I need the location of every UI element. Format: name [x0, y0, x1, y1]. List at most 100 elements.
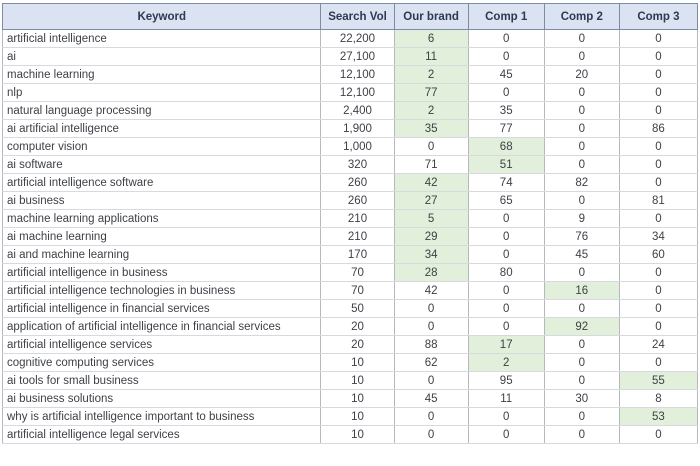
keyword-cell[interactable]: why is artificial intelligence important…: [1, 407, 322, 426]
rank-cell-comp1[interactable]: 0: [467, 29, 545, 48]
rank-cell-comp2[interactable]: 0: [543, 299, 620, 318]
rank-cell-comp1[interactable]: 77: [467, 119, 545, 138]
rank-cell-comp1[interactable]: 0: [467, 227, 545, 246]
rank-cell-comp3[interactable]: 8: [618, 389, 699, 408]
rank-cell-comp1[interactable]: 0: [467, 83, 545, 102]
rank-cell-our_brand[interactable]: 5: [393, 209, 469, 228]
rank-cell-comp3[interactable]: 0: [618, 173, 699, 192]
rank-cell-comp1[interactable]: 65: [467, 191, 545, 210]
keyword-cell[interactable]: ai tools for small business: [1, 371, 322, 390]
rank-cell-our_brand[interactable]: 6: [393, 29, 469, 48]
keyword-cell[interactable]: artificial intelligence in financial ser…: [1, 299, 322, 318]
rank-cell-comp3[interactable]: 86: [618, 119, 699, 138]
keyword-cell[interactable]: ai artificial intelligence: [1, 119, 322, 138]
rank-cell-our_brand[interactable]: 0: [393, 137, 469, 156]
rank-cell-comp2[interactable]: 20: [543, 65, 620, 84]
keyword-cell[interactable]: artificial intelligence: [1, 29, 322, 48]
rank-cell-search_vol[interactable]: 170: [320, 245, 395, 264]
rank-cell-comp1[interactable]: 95: [467, 371, 545, 390]
rank-cell-search_vol[interactable]: 260: [320, 191, 395, 210]
rank-cell-search_vol[interactable]: 320: [320, 155, 395, 174]
keyword-cell[interactable]: application of artificial intelligence i…: [1, 317, 322, 336]
rank-cell-search_vol[interactable]: 27,100: [320, 47, 395, 66]
column-header-comp3[interactable]: Comp 3: [618, 3, 699, 30]
keyword-cell[interactable]: natural language processing: [1, 101, 322, 120]
rank-cell-search_vol[interactable]: 210: [320, 209, 395, 228]
column-header-our_brand[interactable]: Our brand: [393, 3, 469, 30]
rank-cell-our_brand[interactable]: 11: [393, 47, 469, 66]
rank-cell-our_brand[interactable]: 0: [393, 425, 469, 444]
rank-cell-comp2[interactable]: 0: [543, 119, 620, 138]
rank-cell-comp2[interactable]: 45: [543, 245, 620, 264]
rank-cell-comp1[interactable]: 0: [467, 209, 545, 228]
rank-cell-search_vol[interactable]: 22,200: [320, 29, 395, 48]
rank-cell-comp2[interactable]: 9: [543, 209, 620, 228]
rank-cell-our_brand[interactable]: 42: [393, 281, 469, 300]
rank-cell-search_vol[interactable]: 260: [320, 173, 395, 192]
rank-cell-search_vol[interactable]: 12,100: [320, 65, 395, 84]
column-header-keyword[interactable]: Keyword: [1, 3, 322, 30]
column-header-search_vol[interactable]: Search Vol: [320, 3, 395, 30]
rank-cell-search_vol[interactable]: 2,400: [320, 101, 395, 120]
rank-cell-comp2[interactable]: 0: [543, 335, 620, 354]
keyword-cell[interactable]: ai and machine learning: [1, 245, 322, 264]
rank-cell-comp3[interactable]: 0: [618, 137, 699, 156]
rank-cell-comp1[interactable]: 0: [467, 281, 545, 300]
rank-cell-comp2[interactable]: 0: [543, 101, 620, 120]
rank-cell-search_vol[interactable]: 10: [320, 371, 395, 390]
rank-cell-search_vol[interactable]: 10: [320, 353, 395, 372]
keyword-cell[interactable]: ai business solutions: [1, 389, 322, 408]
rank-cell-comp3[interactable]: 0: [618, 83, 699, 102]
rank-cell-comp2[interactable]: 0: [543, 29, 620, 48]
rank-cell-comp3[interactable]: 34: [618, 227, 699, 246]
rank-cell-comp3[interactable]: 0: [618, 317, 699, 336]
rank-cell-comp2[interactable]: 82: [543, 173, 620, 192]
keyword-cell[interactable]: nlp: [1, 83, 322, 102]
rank-cell-comp2[interactable]: 16: [543, 281, 620, 300]
keyword-cell[interactable]: machine learning: [1, 65, 322, 84]
rank-cell-our_brand[interactable]: 0: [393, 299, 469, 318]
rank-cell-our_brand[interactable]: 29: [393, 227, 469, 246]
rank-cell-comp3[interactable]: 0: [618, 299, 699, 318]
rank-cell-our_brand[interactable]: 2: [393, 65, 469, 84]
rank-cell-search_vol[interactable]: 10: [320, 389, 395, 408]
rank-cell-comp3[interactable]: 24: [618, 335, 699, 354]
rank-cell-comp2[interactable]: 92: [543, 317, 620, 336]
rank-cell-comp1[interactable]: 17: [467, 335, 545, 354]
rank-cell-search_vol[interactable]: 1,900: [320, 119, 395, 138]
rank-cell-comp2[interactable]: 0: [543, 353, 620, 372]
rank-cell-our_brand[interactable]: 0: [393, 317, 469, 336]
keyword-cell[interactable]: computer vision: [1, 137, 322, 156]
rank-cell-comp2[interactable]: 30: [543, 389, 620, 408]
rank-cell-search_vol[interactable]: 20: [320, 335, 395, 354]
rank-cell-comp1[interactable]: 0: [467, 407, 545, 426]
rank-cell-comp3[interactable]: 0: [618, 29, 699, 48]
rank-cell-search_vol[interactable]: 70: [320, 263, 395, 282]
rank-cell-comp1[interactable]: 51: [467, 155, 545, 174]
rank-cell-our_brand[interactable]: 34: [393, 245, 469, 264]
rank-cell-comp2[interactable]: 0: [543, 263, 620, 282]
rank-cell-comp2[interactable]: 0: [543, 371, 620, 390]
keyword-cell[interactable]: artificial intelligence software: [1, 173, 322, 192]
rank-cell-our_brand[interactable]: 2: [393, 101, 469, 120]
rank-cell-our_brand[interactable]: 0: [393, 371, 469, 390]
rank-cell-comp3[interactable]: 81: [618, 191, 699, 210]
rank-cell-comp3[interactable]: 0: [618, 425, 699, 444]
rank-cell-comp1[interactable]: 35: [467, 101, 545, 120]
rank-cell-search_vol[interactable]: 10: [320, 425, 395, 444]
keyword-cell[interactable]: cognitive computing services: [1, 353, 322, 372]
rank-cell-comp3[interactable]: 0: [618, 47, 699, 66]
keyword-cell[interactable]: ai software: [1, 155, 322, 174]
rank-cell-search_vol[interactable]: 10: [320, 407, 395, 426]
rank-cell-our_brand[interactable]: 0: [393, 407, 469, 426]
keyword-cell[interactable]: artificial intelligence technologies in …: [1, 281, 322, 300]
rank-cell-our_brand[interactable]: 45: [393, 389, 469, 408]
rank-cell-our_brand[interactable]: 28: [393, 263, 469, 282]
rank-cell-comp2[interactable]: 0: [543, 155, 620, 174]
rank-cell-comp3[interactable]: 0: [618, 209, 699, 228]
rank-cell-comp3[interactable]: 0: [618, 101, 699, 120]
rank-cell-search_vol[interactable]: 70: [320, 281, 395, 300]
rank-cell-comp3[interactable]: 55: [618, 371, 699, 390]
rank-cell-comp3[interactable]: 60: [618, 245, 699, 264]
rank-cell-comp3[interactable]: 0: [618, 65, 699, 84]
